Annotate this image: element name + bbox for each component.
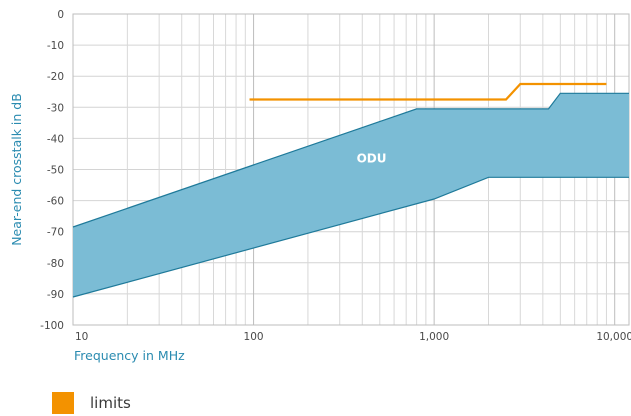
x-tick-label: 10,000 (596, 331, 631, 343)
x-tick-label: 1,000 (419, 331, 449, 343)
y-tick-label: -100 (40, 320, 64, 332)
y-axis-title: Near-end crosstalk in dB (9, 93, 24, 246)
y-tick-label: 0 (57, 9, 64, 21)
y-tick-label: -90 (47, 289, 64, 301)
x-tick-label: 10 (75, 331, 88, 343)
band-upper-edge (72, 92, 629, 228)
y-tick-label: -70 (47, 227, 64, 239)
series-layer (249, 82, 607, 101)
legend-swatch-limits (52, 392, 74, 414)
band-label-odu: ODU (357, 152, 387, 166)
y-tick-label: -60 (47, 196, 64, 208)
x-tick-labels: 10 100 1,000 10,000 (75, 331, 631, 343)
y-tick-label: -10 (47, 40, 64, 52)
y-tick-label: -20 (47, 71, 64, 83)
odu-band-layer (72, 92, 629, 298)
y-tick-label: -80 (47, 258, 64, 270)
legend: limits (52, 391, 131, 415)
y-tick-label: -30 (47, 102, 64, 114)
x-axis-title: Frequency in MHz (74, 348, 185, 363)
y-tick-label: -40 (47, 133, 64, 145)
y-tick-label: -50 (47, 165, 64, 177)
x-tick-label: 100 (244, 331, 264, 343)
legend-label-limits: limits (90, 394, 131, 412)
band-lower-edge (72, 176, 629, 298)
y-tick-labels: 0 -10 -20 -30 -40 -50 -60 -70 -80 -90 -100 (40, 9, 64, 332)
series-line-limits (249, 82, 607, 101)
band-area-odu (73, 93, 629, 297)
